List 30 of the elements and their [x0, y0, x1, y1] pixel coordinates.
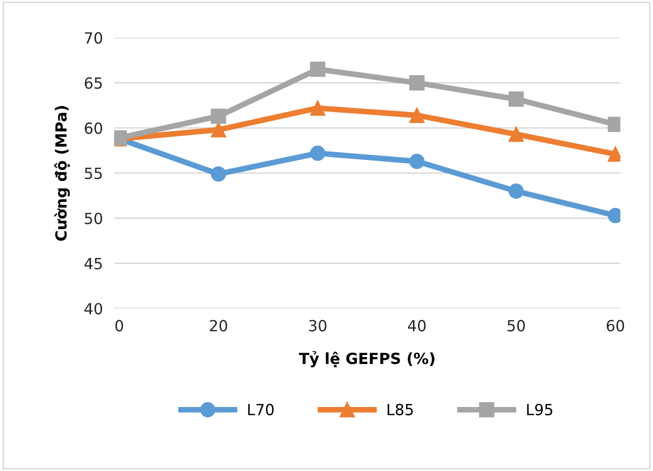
point	[409, 154, 425, 169]
point	[210, 122, 226, 138]
y-tick-label: 70	[84, 32, 102, 44]
y-tick-label: 50	[84, 212, 102, 224]
point	[508, 184, 524, 199]
x-tick-label: 0	[115, 320, 124, 332]
y-tick-label: 45	[84, 258, 102, 270]
legend-label: L85	[388, 404, 413, 416]
y-tick-label: 65	[84, 77, 102, 89]
point	[210, 166, 226, 182]
y-tick-label: 60	[84, 122, 102, 134]
y-axis-title: Cường độ (MPa)	[54, 106, 70, 241]
x-tick-label: 30	[309, 320, 326, 332]
point	[310, 100, 326, 116]
point	[310, 146, 326, 161]
point	[508, 126, 524, 142]
point	[210, 108, 226, 124]
x-tick-label: 50	[508, 320, 525, 332]
y-tick-label: 40	[84, 302, 102, 315]
point	[409, 75, 425, 90]
legend-label: L95	[527, 404, 552, 416]
y-tick-label: 55	[84, 168, 102, 180]
x-tick-label: 40	[408, 320, 426, 332]
point	[508, 91, 524, 107]
x-tick-label: 60	[606, 320, 624, 332]
x-axis-title: Tỷ lệ GEFPS (%)	[298, 351, 434, 368]
legend-label: L70	[248, 404, 274, 416]
x-tick-label: 20	[210, 320, 228, 332]
point	[310, 62, 326, 77]
point	[409, 108, 425, 123]
